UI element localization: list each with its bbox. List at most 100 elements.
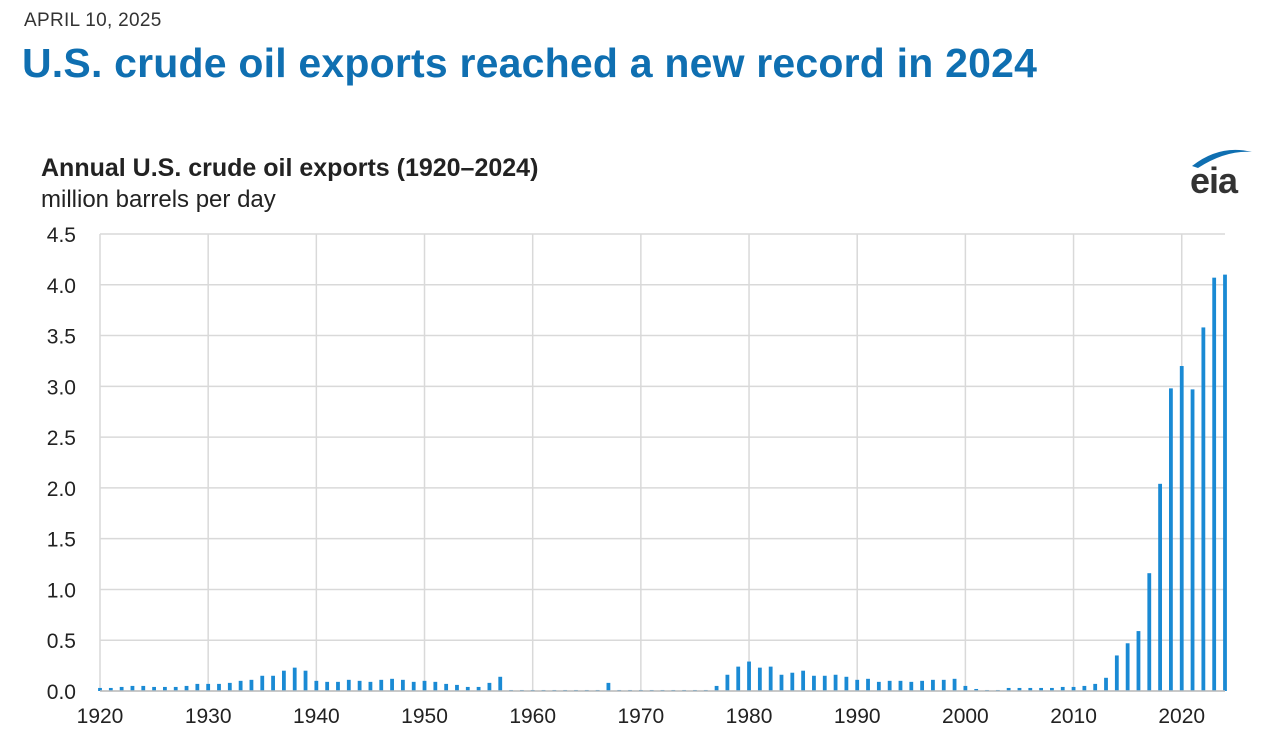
bar-1999: [952, 678, 957, 691]
bar-1984: [790, 672, 795, 691]
bar-1932: [227, 682, 232, 691]
headline: U.S. crude oil exports reached a new rec…: [22, 40, 1038, 86]
bar-1920: [98, 687, 102, 691]
bar-1997: [931, 679, 935, 691]
bar-1998: [941, 679, 946, 691]
bar-2024: [1223, 274, 1227, 691]
bar-1921: [108, 687, 113, 691]
bar-1985: [801, 670, 806, 691]
bar-1923: [130, 685, 135, 691]
bar-1978: [725, 674, 730, 691]
chart-bars: [98, 274, 1227, 691]
x-tick-label: 1960: [509, 705, 556, 728]
y-tick-label: 0.5: [47, 630, 76, 653]
bar-2007: [1039, 687, 1044, 691]
bar-1957: [498, 676, 503, 691]
bar-2006: [1028, 687, 1033, 691]
chart-units-label: million barrels per day: [41, 186, 276, 213]
bar-1967: [606, 682, 611, 691]
bar-1928: [184, 685, 189, 691]
bar-1950: [422, 680, 427, 691]
x-tick-label: 1990: [834, 705, 881, 728]
y-tick-label: 0.0: [47, 681, 76, 704]
y-tick-label: 1.5: [47, 529, 76, 552]
bar-1987: [822, 675, 827, 691]
eia-logo-text: eia: [1190, 160, 1238, 201]
x-tick-label: 1970: [618, 705, 665, 728]
bar-1981: [757, 667, 762, 691]
bar-1942: [336, 681, 340, 691]
bar-1924: [141, 685, 146, 691]
bar-1947: [390, 678, 394, 691]
bar-1988: [833, 674, 838, 691]
publication-date: APRIL 10, 2025: [24, 10, 162, 31]
bar-1948: [400, 679, 405, 691]
bar-1949: [411, 681, 416, 691]
bar-2018: [1158, 483, 1162, 691]
bar-2016: [1136, 631, 1141, 691]
bar-1979: [736, 666, 741, 691]
bar-1994: [898, 680, 903, 691]
bar-1936: [271, 675, 275, 691]
bar-1953: [455, 684, 459, 691]
chart-grid: [99, 233, 1225, 692]
bar-1993: [887, 680, 892, 691]
bar-1929: [195, 683, 200, 691]
bar-1926: [163, 686, 167, 691]
bar-2014: [1114, 655, 1119, 691]
bar-1990: [855, 679, 860, 691]
bar-1986: [812, 675, 816, 691]
bar-1996: [920, 680, 925, 691]
x-tick-label: 1930: [185, 705, 232, 728]
bar-1937: [281, 670, 286, 691]
x-tick-label: 2010: [1050, 705, 1097, 728]
y-tick-label: 2.5: [47, 427, 76, 450]
bar-1945: [368, 681, 373, 691]
bar-1989: [844, 676, 849, 691]
x-tick-label: 1980: [726, 705, 773, 728]
chart-title: Annual U.S. crude oil exports (1920–2024…: [41, 154, 539, 182]
bar-2005: [1017, 687, 1022, 691]
bar-1939: [303, 670, 308, 691]
bar-1931: [217, 683, 221, 691]
bar-1943: [346, 679, 351, 691]
bar-1982: [768, 666, 773, 691]
bar-1991: [866, 678, 870, 691]
bar-2008: [1050, 687, 1054, 691]
bar-1980: [747, 661, 751, 691]
y-axis: 0.0 0.5 1.0 1.5 2.0 2.5 3.0 3.5 4.0 4.5: [47, 224, 76, 704]
bar-1944: [357, 680, 362, 691]
bar-1954: [465, 686, 470, 691]
y-tick-label: 3.5: [47, 326, 76, 349]
bar-2010: [1071, 686, 1076, 691]
bar-2022: [1201, 327, 1206, 691]
bar-1925: [152, 686, 156, 691]
bar-1946: [379, 679, 384, 691]
x-axis: 1920 1930 1940 1950 1960 1970 1980 1990 2000 2010…: [77, 690, 1225, 728]
bar-1941: [325, 681, 330, 691]
bar-1956: [487, 682, 492, 691]
bar-1977: [714, 685, 719, 691]
bar-1930: [206, 683, 211, 691]
bar-2021: [1190, 389, 1195, 691]
bar-1935: [260, 675, 265, 691]
bar-1951: [433, 681, 438, 691]
bar-2012: [1093, 683, 1098, 691]
bar-2013: [1104, 677, 1108, 691]
bar-2011: [1082, 685, 1087, 691]
bar-1934: [249, 679, 254, 691]
bar-1940: [314, 680, 319, 691]
bar-chart: 0.00.51.01.52.02.53.03.54.04.5 1920 1930 1…: [47, 224, 1227, 728]
bar-1955: [476, 686, 481, 691]
bar-1933: [238, 680, 243, 691]
bar-1927: [173, 686, 178, 691]
bar-2015: [1125, 643, 1130, 691]
bar-2020: [1179, 366, 1184, 691]
y-tick-label: 4.5: [47, 224, 76, 247]
bar-1922: [119, 686, 124, 691]
bar-1992: [876, 681, 881, 691]
bar-2001: [974, 688, 979, 691]
bar-2004: [1006, 687, 1011, 691]
x-tick-label: 1940: [293, 705, 340, 728]
bar-2017: [1147, 573, 1152, 691]
